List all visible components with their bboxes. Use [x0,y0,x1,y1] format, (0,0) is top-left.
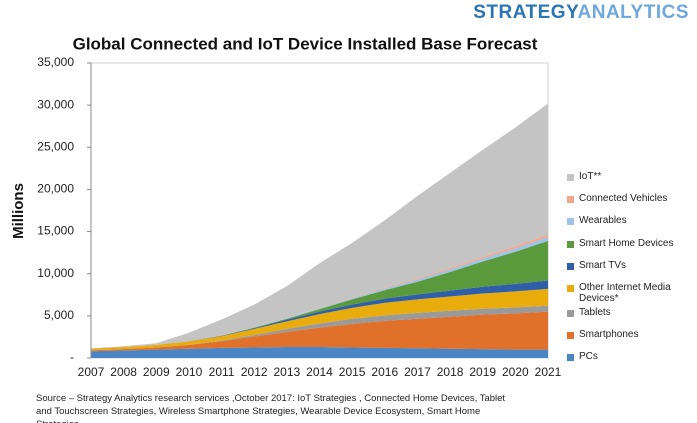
chart-title: Global Connected and IoT Device Installe… [73,34,538,53]
brand-first: STRATEGY [473,2,578,23]
legend-swatch [567,332,574,339]
y-tick-label: 30,000 [37,97,74,111]
area [91,288,548,351]
legend-item: Connected Vehicles [567,193,695,204]
legend-label: PCs [579,351,598,362]
x-tick-label: 2013 [274,365,301,379]
y-tick-label: 35,000 [37,55,74,69]
y-axis-label: Millions [10,183,27,239]
legend-item: IoT** [567,171,695,182]
legend-swatch [567,241,574,248]
legend-item: Smart TVs [567,260,695,271]
y-tick-label: - [70,350,74,364]
x-tick-label: 2008 [110,365,137,379]
x-tick-label: 2010 [176,365,203,379]
legend-swatch [567,310,574,317]
legend-label: Wearables [579,215,627,226]
x-tick-label: 2011 [209,365,235,379]
legend-label: Smart TVs [579,260,627,271]
area [91,311,548,352]
legend-swatch [567,196,574,203]
y-tick-label: 10,000 [37,266,74,280]
x-tick-label: 2021 [535,365,562,379]
x-tick-label: 2019 [469,365,496,379]
legend-item: Other Internet Media Devices* [567,282,695,304]
x-tick-label: 2015 [339,365,366,379]
area [91,280,548,349]
source-note: Source – Strategy Analytics research ser… [36,393,506,423]
y-tick-label: 20,000 [37,182,74,196]
y-tick-label: 25,000 [37,139,74,153]
legend-swatch [567,218,574,225]
legend-item: PCs [567,351,695,362]
areas [91,103,548,358]
legend-label: Tablets [579,307,611,318]
x-tick-label: 2017 [404,365,431,379]
brand: STRATEGYANALYTICS [473,2,689,24]
legend-item: Wearables [567,215,695,226]
legend-label: IoT** [579,171,602,182]
area [91,305,548,351]
x-tick-label: 2007 [78,365,105,379]
x-tick-label: 2014 [306,365,333,379]
x-tick-label: 2018 [437,365,464,379]
x-tick-label: 2009 [143,365,170,379]
area [91,103,548,349]
x-tick-label: 2020 [502,365,529,379]
legend-item: Smart Home Devices [567,238,695,249]
legend-label: Other Internet Media Devices* [579,282,671,304]
legend-label: Smartphones [579,329,639,340]
legend-label: Smart Home Devices [579,238,674,249]
area [91,347,548,358]
legend-swatch [567,263,574,270]
brand-second: ANALYTICS [577,2,689,23]
legend-item: Tablets [567,307,695,318]
x-tick-label: 2016 [371,365,398,379]
legend-label: Connected Vehicles [579,193,668,204]
legend-item: Smartphones [567,329,695,340]
legend-swatch [567,354,574,361]
y-tick-label: 15,000 [37,224,74,238]
legend-swatch [567,174,574,181]
y-tick-label: 5,000 [44,308,74,322]
x-tick-label: 2012 [241,365,268,379]
legend-swatch [567,285,574,292]
